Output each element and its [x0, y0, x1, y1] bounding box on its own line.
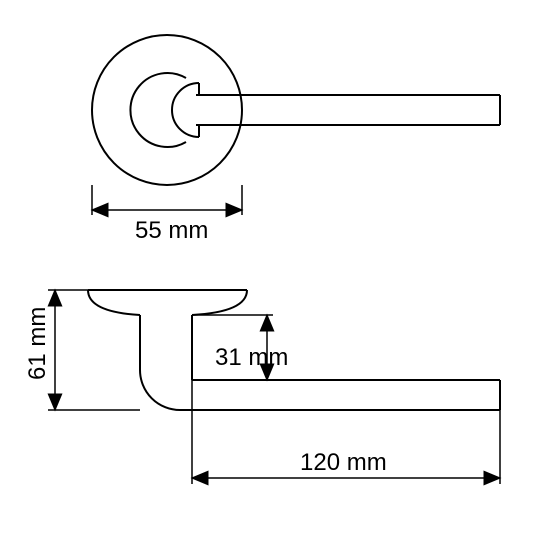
side-view: 31 mm 61 mm 120 mm — [24, 290, 500, 484]
top-view: 55 mm — [92, 35, 500, 244]
hub-arc — [172, 83, 199, 137]
rose-inner — [130, 73, 186, 147]
technical-drawing: 55 mm 31 mm 61 mm 120 mm — [0, 0, 551, 551]
base-curve-right — [192, 290, 247, 315]
dim-label-31: 31 mm — [215, 344, 288, 371]
neck-fillet — [140, 370, 180, 410]
dim-label-55: 55 mm — [135, 217, 208, 244]
dim-label-61: 61 mm — [24, 307, 51, 380]
base-curve-left — [88, 290, 140, 315]
rose-outer — [92, 35, 242, 185]
dim-label-120: 120 mm — [300, 449, 387, 476]
